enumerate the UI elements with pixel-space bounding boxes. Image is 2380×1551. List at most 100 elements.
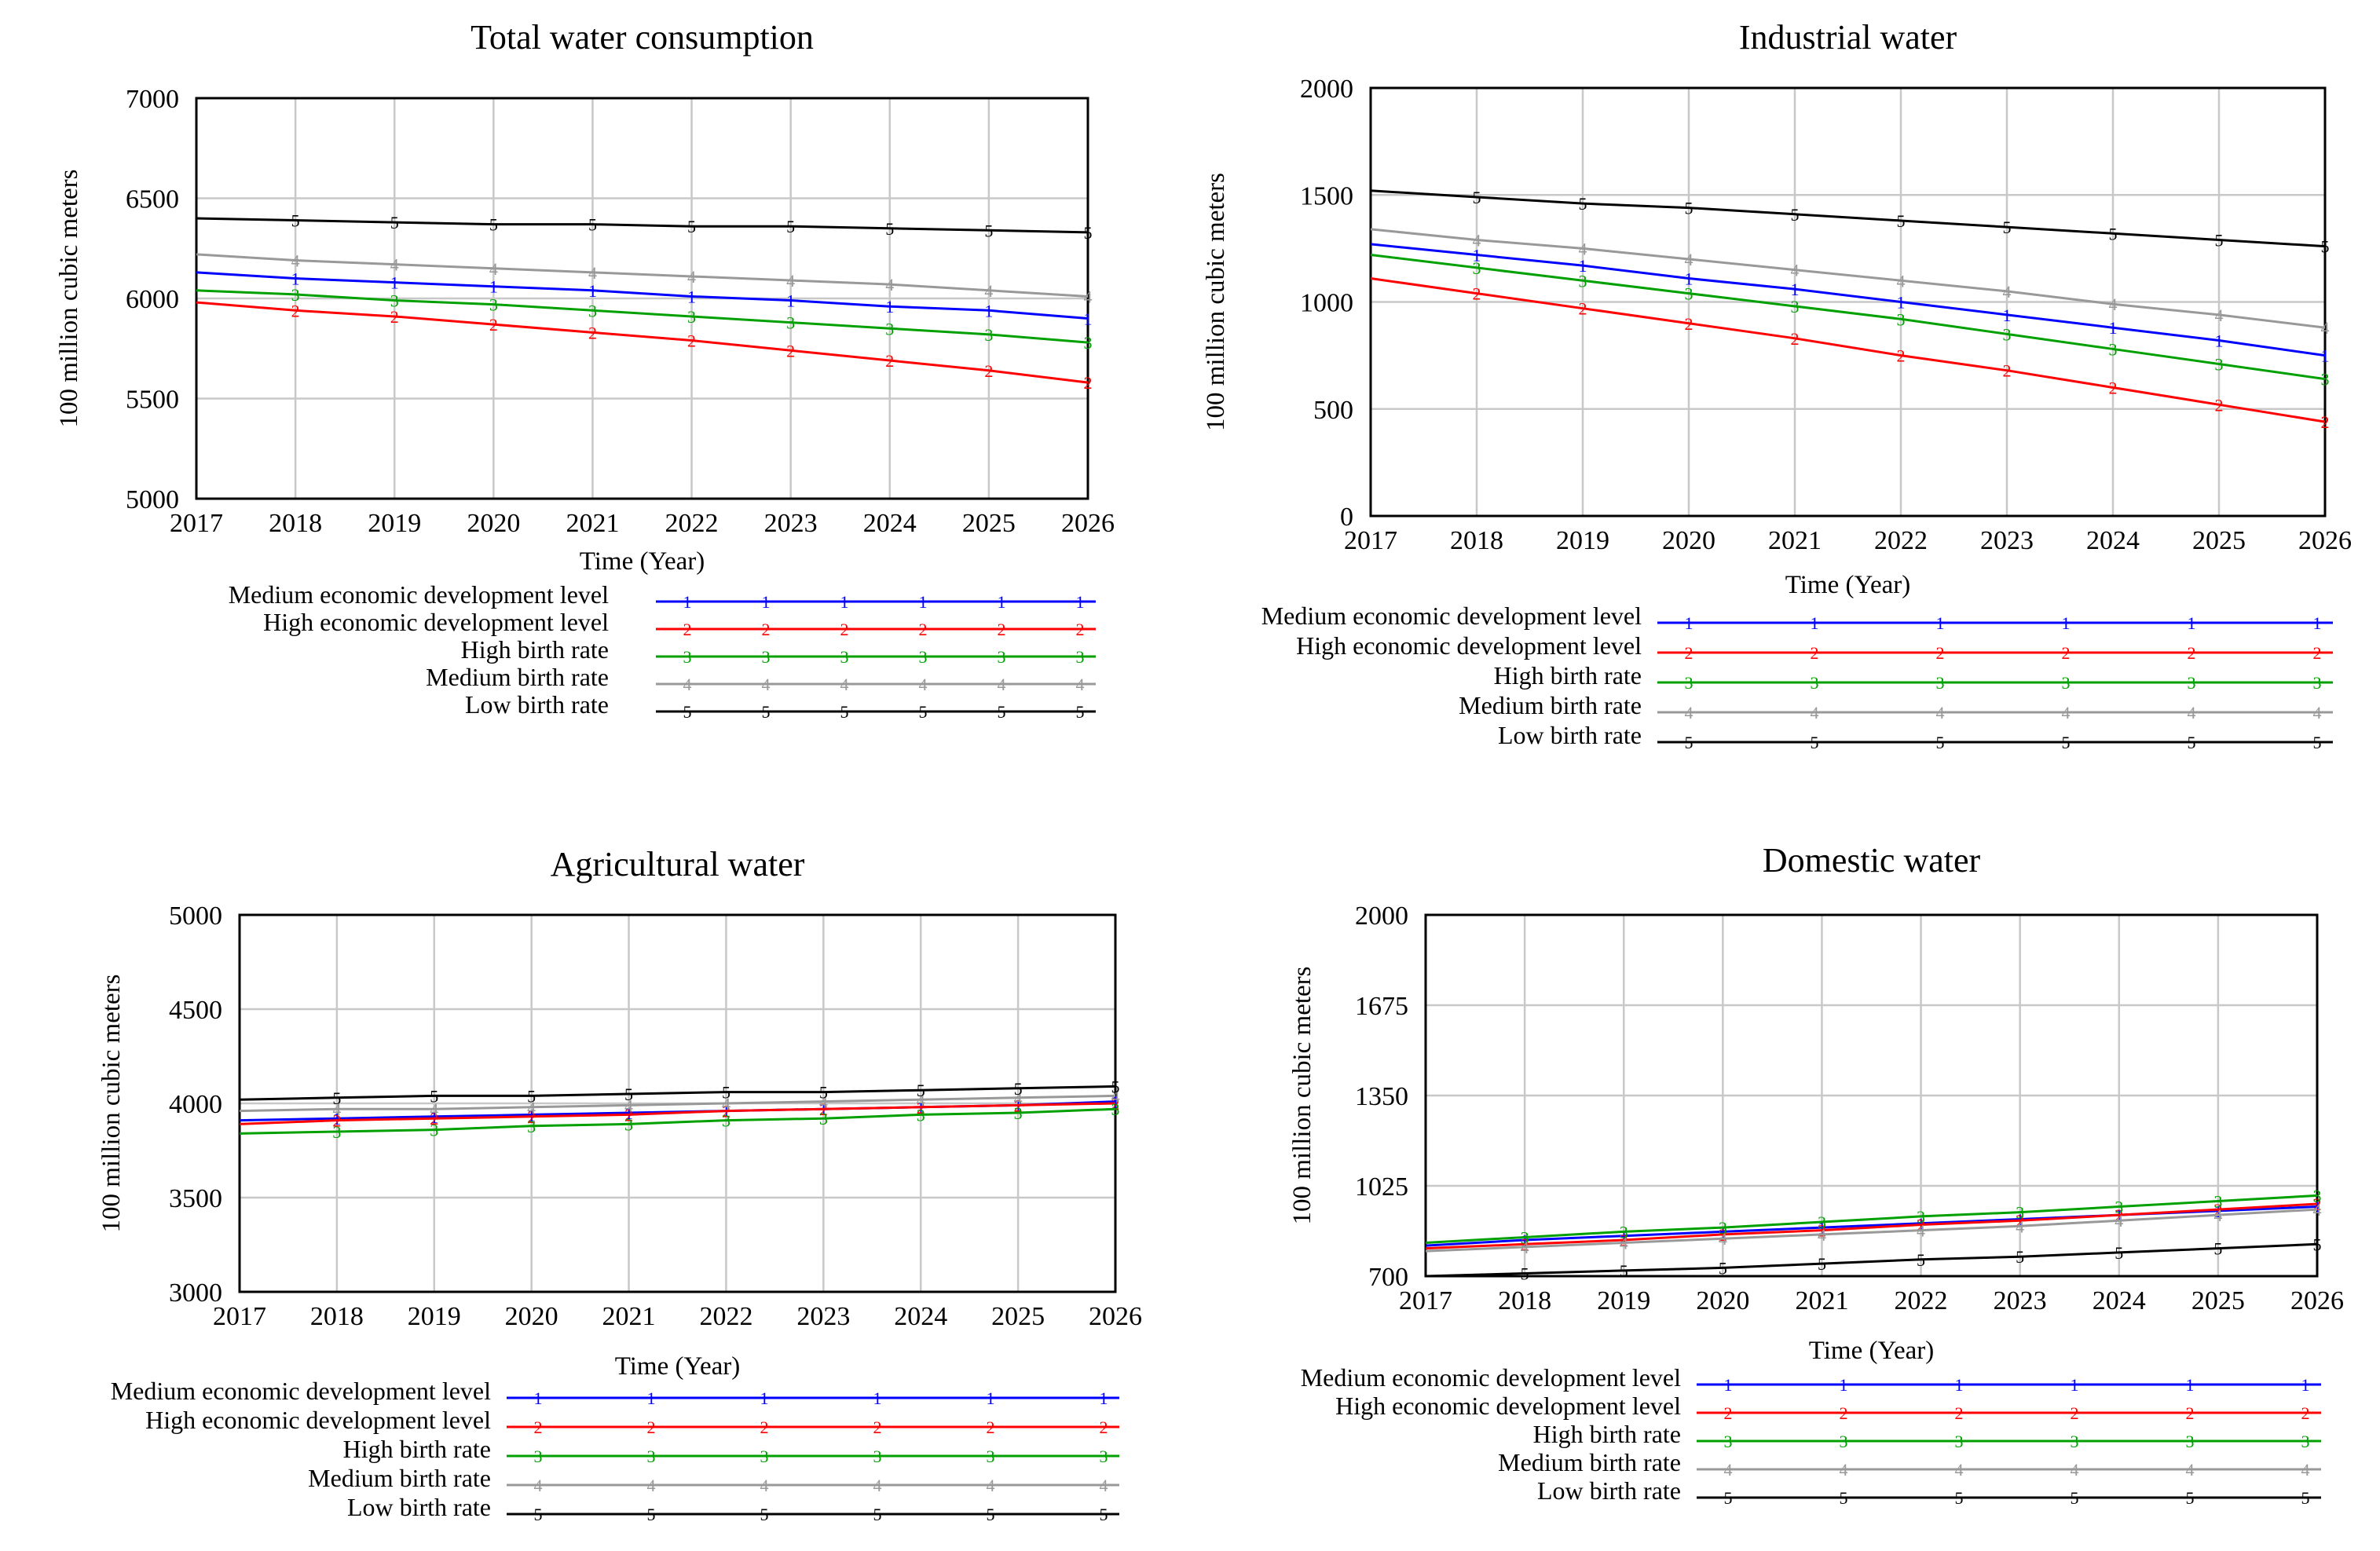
legend-marker: 2 [1936, 643, 1945, 663]
series-marker: 4 [291, 251, 300, 271]
legend-marker: 5 [1076, 702, 1085, 722]
series-marker: 3 [1897, 309, 1906, 329]
series-marker: 1 [2213, 1202, 2222, 1221]
series-marker: 5 [624, 1085, 633, 1104]
legend-marker: 5 [534, 1505, 543, 1524]
chart-panel-4: Domestic water 2017 2018 2019 2020 2021 2022 20… [1288, 841, 2344, 1508]
legend-marker: 1 [1840, 1375, 1848, 1395]
legend-label: Low birth rate [1498, 721, 1642, 749]
legend-marker: 5 [647, 1505, 656, 1524]
series-marker: 2 [2003, 361, 2012, 381]
chart-panel-3: Agricultural water 2017 2018 2019 2020 2021 20… [97, 845, 1142, 1524]
legend-marker: 4 [919, 675, 928, 694]
series-line [1425, 1208, 2318, 1253]
legend-marker: 2 [2071, 1403, 2079, 1423]
legend-marker: 5 [683, 702, 692, 722]
series-marker: 3 [489, 295, 498, 315]
legend-marker: 5 [919, 702, 928, 722]
legend-marker: 2 [762, 620, 771, 639]
series-marker: 5 [1685, 199, 1693, 218]
legend-marker: 3 [919, 647, 928, 667]
series-marker: 3 [2213, 1191, 2222, 1211]
legend-marker: 3 [760, 1447, 769, 1466]
series-marker: 4 [1620, 1234, 1628, 1253]
legend-marker: 1 [1955, 1375, 1964, 1395]
legend-marker: 4 [2062, 703, 2071, 722]
legend-marker: 4 [2071, 1460, 2079, 1480]
legend-marker: 4 [1100, 1476, 1108, 1495]
legend-marker: 3 [683, 647, 692, 667]
series-marker: 3 [624, 1114, 633, 1134]
series-line [1425, 1242, 2318, 1278]
x-tick-label: 2023 [1980, 526, 2034, 555]
legend: Medium economic development level 1 1 1 1 1 1 H… [229, 580, 1096, 722]
x-tick-label: 2019 [1556, 526, 1609, 555]
legend: Medium economic development level 1 1 1 1 1 1 H… [1261, 602, 2333, 752]
legend-marker: 4 [762, 675, 771, 694]
series-marker: 3 [722, 1111, 730, 1131]
series-marker: 5 [819, 1083, 828, 1103]
series-marker: 3 [1685, 284, 1693, 304]
legend-marker: 3 [840, 647, 849, 667]
series-marker: 3 [2115, 1198, 2123, 1217]
x-tick-label: 2023 [796, 1302, 850, 1331]
legend-marker: 2 [919, 620, 928, 639]
series-marker: 2 [1084, 373, 1093, 393]
legend-marker: 3 [1811, 673, 1819, 693]
x-tick-label: 2019 [368, 509, 421, 538]
series-line [1370, 277, 2326, 423]
series-marker: 1 [1791, 280, 1800, 299]
series-marker: 3 [291, 285, 300, 305]
series-marker: 4 [2115, 1211, 2123, 1231]
legend-marker: 2 [2313, 643, 2322, 663]
series-marker: 1 [885, 297, 894, 316]
legend-marker: 4 [998, 675, 1006, 694]
y-tick-label: 6500 [126, 185, 179, 214]
x-tick-label: 2024 [863, 509, 917, 538]
legend-marker: 5 [2186, 1488, 2195, 1508]
series-marker: 5 [917, 1081, 925, 1100]
legend-label: Medium birth rate [1498, 1448, 1681, 1476]
series-marker: 2 [819, 1099, 828, 1119]
legend-marker: 4 [760, 1476, 769, 1495]
series-marker: 4 [624, 1096, 633, 1115]
series-marker: 3 [2313, 1186, 2322, 1205]
legend-marker: 3 [762, 647, 771, 667]
legend-marker: 1 [998, 592, 1006, 612]
series-marker: 2 [2313, 1194, 2322, 1214]
series-marker: 5 [1620, 1261, 1628, 1281]
series-marker: 1 [390, 273, 399, 293]
chart-panel-1: Total water consumption 2017 2018 2019 2020 2… [55, 18, 1115, 722]
legend-marker: 5 [1811, 733, 1819, 752]
legend-marker: 1 [1936, 613, 1945, 633]
legend: Medium economic development level 1 1 1 1 1 1 H… [111, 1377, 1119, 1524]
series-line [196, 253, 1089, 298]
series-marker: 3 [1111, 1099, 1120, 1119]
series-marker: 5 [291, 211, 300, 231]
plot-frame [195, 97, 1089, 500]
legend-label: High economic development level [145, 1406, 491, 1434]
series-marker: 3 [1579, 271, 1587, 291]
series-marker: 3 [1818, 1213, 1826, 1232]
series-line [196, 301, 1089, 384]
x-tick-label: 2025 [2192, 526, 2246, 555]
series-marker: 4 [1791, 261, 1800, 280]
legend-marker: 3 [1076, 647, 1085, 667]
series-marker: 5 [984, 221, 993, 240]
legend-marker: 1 [2188, 613, 2196, 633]
legend-marker: 2 [840, 620, 849, 639]
series-marker: 5 [1473, 188, 1481, 207]
y-tick-label: 1025 [1355, 1172, 1408, 1202]
series-marker: 2 [1014, 1096, 1023, 1115]
legend-marker: 2 [998, 620, 1006, 639]
series-marker: 3 [984, 325, 993, 345]
legend-marker: 1 [2062, 613, 2071, 633]
legend-marker: 2 [2186, 1403, 2195, 1423]
series-marker: 2 [2213, 1200, 2222, 1220]
series-marker: 5 [1917, 1250, 1925, 1270]
series-line [239, 1102, 1116, 1125]
series-marker: 4 [885, 275, 894, 294]
legend-marker: 4 [1840, 1460, 1848, 1480]
series-marker: 5 [2109, 224, 2118, 243]
